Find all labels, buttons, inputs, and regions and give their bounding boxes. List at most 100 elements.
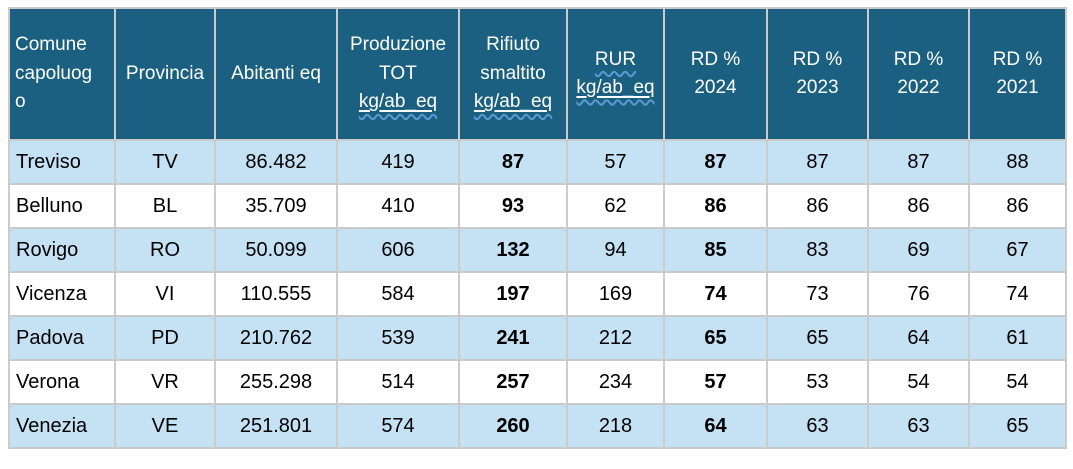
cell-rd2024: 57 [663,359,768,405]
cell-rd2023: 63 [766,403,869,449]
cell-provincia: BL [114,183,216,229]
cell-produzione: 514 [336,359,460,405]
cell-comune: Rovigo [8,227,116,273]
table-row: Belluno BL 35.709 410 93 62 86 86 86 86 [8,183,1067,229]
cell-rd2022: 86 [867,183,970,229]
cell-rur: 57 [566,139,665,185]
cell-provincia: VR [114,359,216,405]
cell-rifiuto: 93 [458,183,568,229]
header-line: RUR [570,46,661,75]
cell-abitanti: 50.099 [214,227,338,273]
header-line: kg/ab_eq [570,74,661,103]
waste-statistics-table: Comune capoluogo Provincia Abitanti eq Prod… [8,7,1067,449]
cell-rur: 234 [566,359,665,405]
cell-provincia: PD [114,315,216,361]
cell-comune: Padova [8,315,116,361]
column-header-rd2021: RD % 2021 [968,7,1067,141]
cell-rd2023: 83 [766,227,869,273]
cell-rur: 212 [566,315,665,361]
table-body: Treviso TV 86.482 419 87 57 87 87 87 88 Belluno BL 3… [8,139,1067,449]
table-row: Vicenza VI 110.555 584 197 169 74 73 76 74 [8,271,1067,317]
column-header-produzione: Produzione TOT kg/ab_eq [336,7,460,141]
header-line: Produzione [349,34,447,56]
cell-rd2022: 54 [867,359,970,405]
cell-rd2022: 69 [867,227,970,273]
column-header-rd2024: RD % 2024 [663,7,768,141]
cell-comune: Treviso [8,139,116,185]
cell-produzione: 539 [336,315,460,361]
cell-produzione: 410 [336,183,460,229]
cell-abitanti: 255.298 [214,359,338,405]
cell-comune: Belluno [8,183,116,229]
table-row: Treviso TV 86.482 419 87 57 87 87 87 88 [8,139,1067,185]
column-header-provincia: Provincia [114,7,216,141]
header-line: 2022 [897,77,940,98]
cell-comune: Verona [8,359,116,405]
cell-rd2021: 67 [968,227,1067,273]
waste-statistics-table-container: Comune capoluogo Provincia Abitanti eq Prod… [8,7,1067,449]
cell-rd2024: 86 [663,183,768,229]
cell-produzione: 606 [336,227,460,273]
cell-rd2021: 86 [968,183,1067,229]
header-line: Rifiuto [486,34,540,56]
cell-rifiuto: 132 [458,227,568,273]
column-header-abitanti: Abitanti eq [214,7,338,141]
cell-rifiuto: 260 [458,403,568,449]
spellcheck-squiggle-text: kg/ab_eq [576,77,654,98]
underlined-text: kg/ab_eq [576,77,655,98]
column-header-rur: RUR kg/ab_eq [566,7,665,141]
cell-rd2021: 88 [968,139,1067,185]
cell-rd2022: 64 [867,315,970,361]
spellcheck-squiggle-text: RUR [594,48,637,70]
table-row: Venezia VE 251.801 574 260 218 64 63 63 65 [8,403,1067,449]
table-header: Comune capoluogo Provincia Abitanti eq Prod… [8,7,1067,141]
cell-rd2024: 74 [663,271,768,317]
spellcheck-squiggle-text: kg/ab_eq [359,91,437,112]
cell-abitanti: 86.482 [214,139,338,185]
underlined-text: kg/ab_eq [358,91,438,113]
cell-rd2024: 65 [663,315,768,361]
cell-provincia: TV [114,139,216,185]
cell-provincia: VI [114,271,216,317]
header-line: RD % [690,48,741,70]
cell-rd2024: 85 [663,227,768,273]
cell-comune: Venezia [8,403,116,449]
cell-rd2022: 63 [867,403,970,449]
cell-rd2023: 87 [766,139,869,185]
cell-rd2022: 76 [867,271,970,317]
underlined-text: kg/ab_eq [473,91,553,113]
header-line: 2024 [694,77,737,98]
header-line: Comune capoluogo [15,34,93,113]
column-header-rifiuto: Rifiuto smaltito kg/ab_eq [458,7,568,141]
table-row: Rovigo RO 50.099 606 132 94 85 83 69 67 [8,227,1067,273]
header-line: 2021 [996,77,1039,98]
cell-rd2023: 53 [766,359,869,405]
header-line: RD % [893,48,944,70]
cell-rd2023: 86 [766,183,869,229]
cell-rd2021: 61 [968,315,1067,361]
cell-rifiuto: 257 [458,359,568,405]
cell-rur: 94 [566,227,665,273]
table-row: Verona VR 255.298 514 257 234 57 53 54 54 [8,359,1067,405]
cell-rd2023: 73 [766,271,869,317]
cell-comune: Vicenza [8,271,116,317]
spellcheck-squiggle-text: kg/ab_eq [474,91,552,112]
cell-rd2021: 54 [968,359,1067,405]
header-line: TOT [379,62,417,84]
cell-rd2024: 87 [663,139,768,185]
cell-abitanti: 35.709 [214,183,338,229]
cell-rd2021: 65 [968,403,1067,449]
cell-rifiuto: 87 [458,139,568,185]
cell-rd2022: 87 [867,139,970,185]
cell-provincia: VE [114,403,216,449]
column-header-rd2023: RD % 2023 [766,7,869,141]
header-line: smaltito [480,62,546,84]
cell-rur: 218 [566,403,665,449]
cell-rur: 62 [566,183,665,229]
header-row: Comune capoluogo Provincia Abitanti eq Prod… [8,7,1067,141]
column-header-rd2022: RD % 2022 [867,7,970,141]
cell-rd2021: 74 [968,271,1067,317]
header-line: 2023 [796,77,839,98]
header-line: Abitanti eq [231,62,321,84]
cell-rifiuto: 197 [458,271,568,317]
